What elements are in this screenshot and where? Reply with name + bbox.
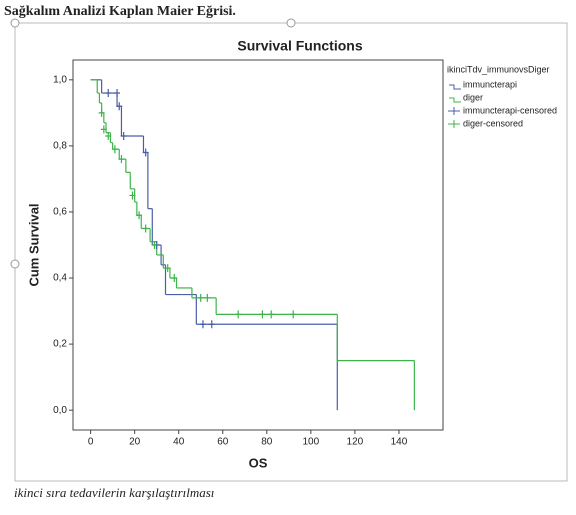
y-tick-label: 0,0 [53, 405, 67, 416]
x-tick-label: 120 [347, 437, 364, 448]
handle [286, 18, 296, 28]
censor-mark [164, 264, 171, 273]
censor-mark [120, 131, 127, 140]
legend-swatch [448, 107, 460, 115]
censor-mark [100, 125, 107, 134]
caption: ikinci sıra tedavilerin karşılaştırılmas… [14, 485, 214, 500]
legend-swatch [449, 84, 461, 90]
censor-mark [105, 89, 112, 98]
censor-mark [259, 310, 266, 319]
y-tick-label: 0,6 [53, 207, 67, 218]
legend-title: ikinciTdv_immunovsDiger [447, 64, 550, 74]
x-axis-label: OS [249, 455, 268, 470]
x-tick-label: 80 [261, 437, 273, 448]
x-tick-label: 140 [391, 437, 408, 448]
censor-mark [111, 145, 118, 154]
censor-mark [136, 211, 143, 220]
censor-mark [204, 293, 211, 302]
handle [10, 259, 20, 269]
plot-area [72, 59, 444, 431]
censor-mark [290, 310, 297, 319]
x-tick-label: 40 [173, 437, 185, 448]
legend-label: immuncterapi-censored [463, 105, 557, 115]
heading: Sağkalım Analizi Kaplan Maier Eğrisi. [4, 4, 236, 19]
x-tick-label: 60 [217, 437, 229, 448]
censor-mark [151, 241, 158, 249]
legend-label: diger-censored [463, 118, 523, 128]
x-tick-label: 100 [303, 437, 320, 448]
censor-mark [114, 89, 121, 98]
x-tick-label: 20 [129, 437, 141, 448]
censor-mark [197, 293, 204, 302]
y-axis-label: Cum Survival [26, 203, 41, 286]
censor-mark [268, 310, 275, 319]
censor-mark [129, 191, 136, 200]
y-tick-label: 0,2 [53, 339, 67, 350]
x-tick-label: 0 [88, 437, 94, 448]
censor-mark [105, 131, 112, 140]
legend-label: immuncterapi [463, 79, 517, 89]
y-tick-label: 1,0 [53, 74, 67, 85]
censor-mark [199, 320, 206, 329]
censor-mark [235, 310, 242, 319]
y-tick-label: 0,4 [53, 273, 67, 284]
handle [10, 18, 20, 28]
chart-title: Survival Functions [237, 38, 362, 54]
legend-label: diger [463, 92, 483, 102]
legend-swatch [448, 120, 460, 128]
censor-mark [98, 108, 105, 117]
censor-mark [142, 148, 149, 157]
censor-mark [208, 320, 215, 329]
censor-mark [118, 155, 125, 164]
censor-mark [171, 274, 178, 283]
censor-mark [116, 102, 123, 111]
censor-mark [142, 224, 149, 233]
y-tick-label: 0,8 [53, 141, 67, 152]
legend-swatch [449, 97, 461, 103]
